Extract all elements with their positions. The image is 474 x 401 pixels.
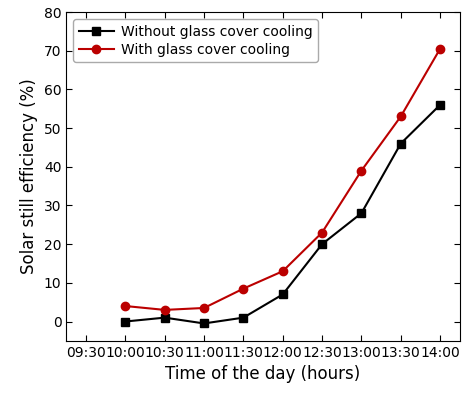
X-axis label: Time of the day (hours): Time of the day (hours) [165, 365, 361, 383]
With glass cover cooling [358, 168, 364, 173]
Without glass cover cooling [201, 321, 207, 326]
Without glass cover cooling [122, 319, 128, 324]
Without glass cover cooling [398, 141, 403, 146]
With glass cover cooling [319, 230, 325, 235]
With glass cover cooling [162, 308, 168, 312]
Line: Without glass cover cooling: Without glass cover cooling [121, 101, 444, 328]
With glass cover cooling [437, 47, 443, 51]
Line: With glass cover cooling: With glass cover cooling [121, 45, 444, 314]
Without glass cover cooling [280, 292, 285, 297]
Without glass cover cooling [240, 315, 246, 320]
Without glass cover cooling [162, 315, 168, 320]
Legend: Without glass cover cooling, With glass cover cooling: Without glass cover cooling, With glass … [73, 19, 318, 62]
With glass cover cooling [398, 114, 403, 119]
Without glass cover cooling [437, 103, 443, 107]
Y-axis label: Solar still efficiency (%): Solar still efficiency (%) [20, 79, 38, 274]
With glass cover cooling [280, 269, 285, 273]
Without glass cover cooling [358, 211, 364, 216]
With glass cover cooling [122, 304, 128, 308]
With glass cover cooling [201, 306, 207, 310]
With glass cover cooling [240, 286, 246, 291]
Without glass cover cooling [319, 242, 325, 247]
